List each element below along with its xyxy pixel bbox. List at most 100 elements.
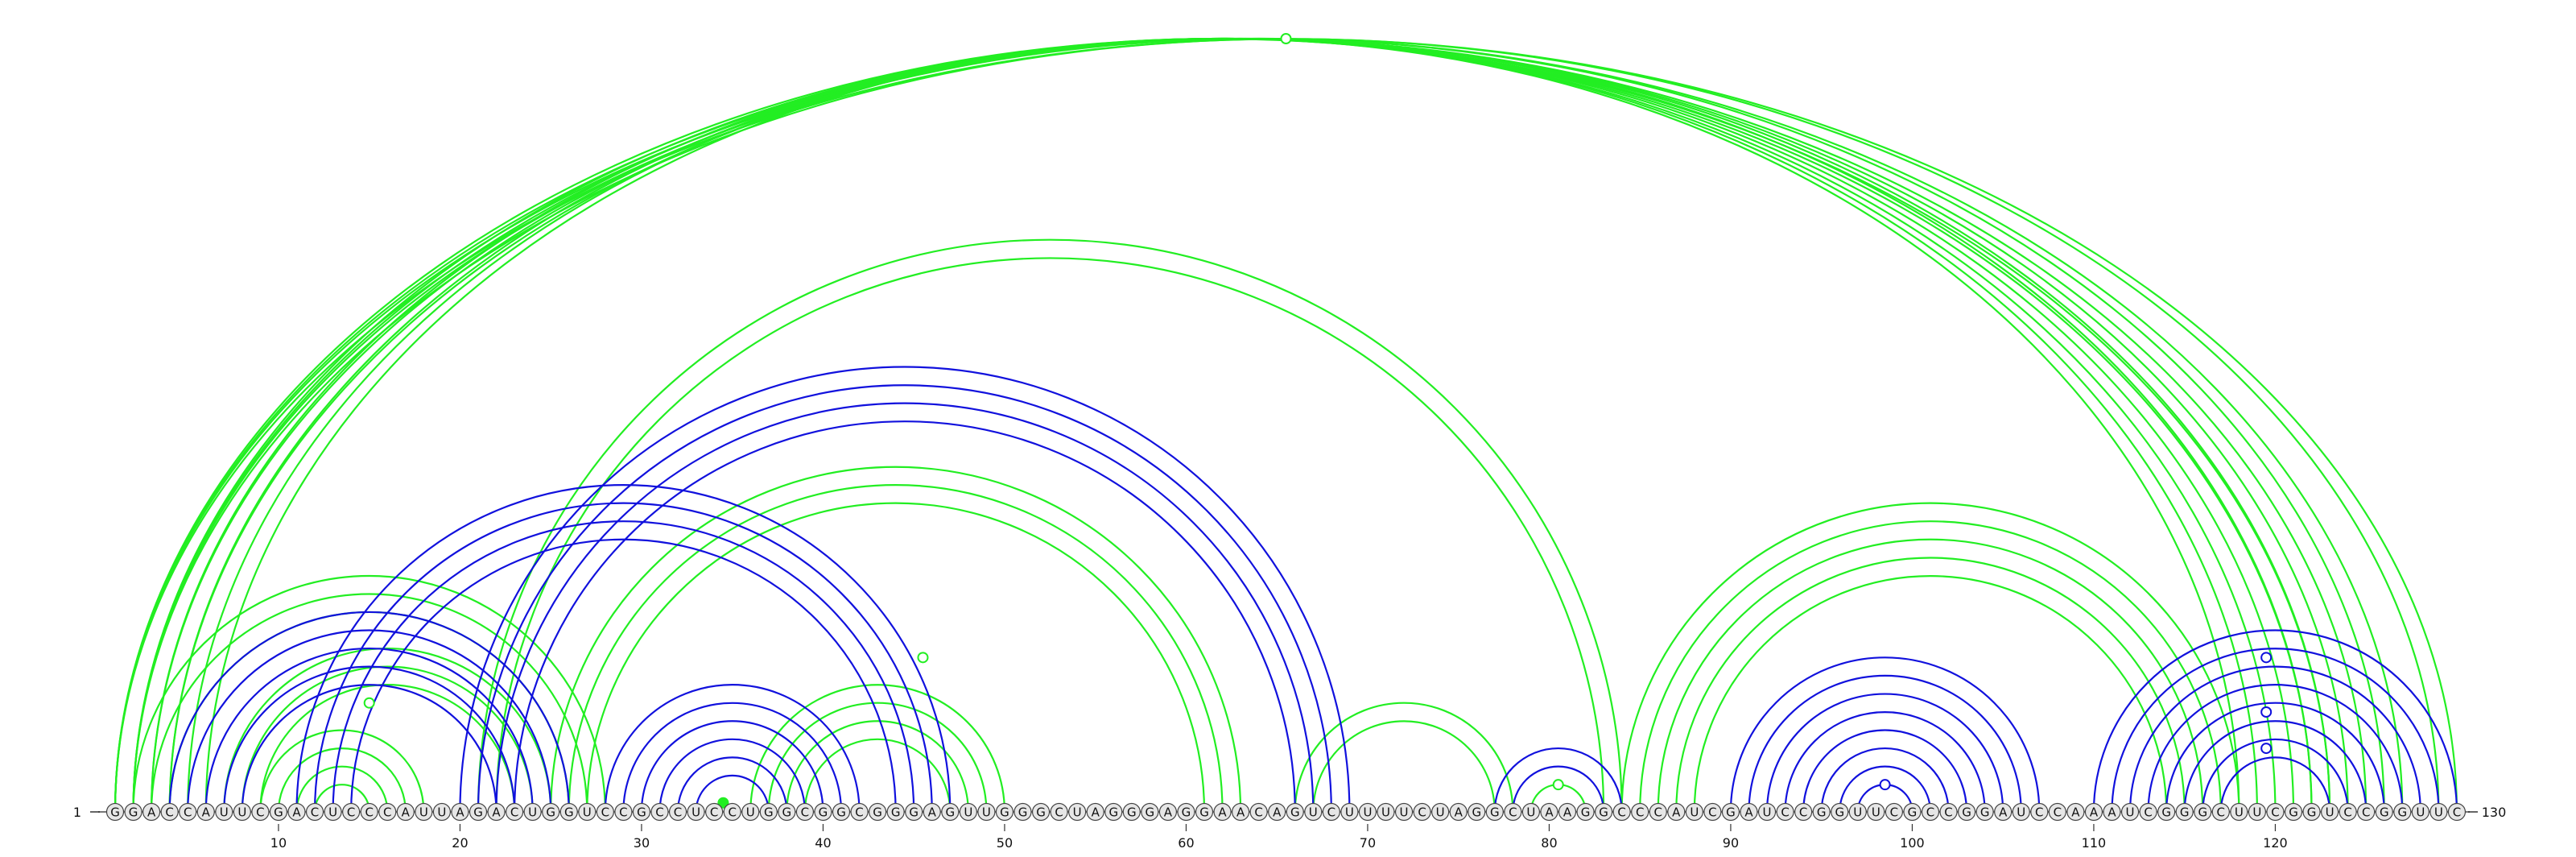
- nucleotide-93: C: [1776, 802, 1794, 822]
- nucleotide-circle: [1885, 802, 1903, 822]
- nucleotide-letter: C: [2035, 805, 2043, 820]
- nucleotide-circle: [451, 802, 469, 822]
- green-arc-88-114: [1693, 574, 2168, 813]
- blue-arc-6-24: [204, 647, 534, 813]
- nucleotide-letter: G: [1817, 805, 1827, 820]
- nucleotide-circle: [432, 802, 452, 822]
- blue-arc-111-129: [2111, 647, 2440, 813]
- nucleotide-circle: [1431, 802, 1450, 822]
- nucleotide-72: U: [1394, 802, 1414, 822]
- nucleotide-letter: G: [1036, 805, 1046, 820]
- nucleotide-circle: [2284, 802, 2303, 822]
- nucleotide-circle: [105, 802, 125, 822]
- green-arc-1-130: [114, 37, 2458, 813]
- nucleotide-circle: [1540, 802, 1558, 822]
- nucleotide-letter: G: [909, 805, 919, 820]
- nucleotide-105: A: [1994, 802, 2013, 822]
- nucleotide-letter: A: [1672, 805, 1681, 820]
- tick-label-60: 60: [1178, 835, 1194, 851]
- nucleotide-circle: [2012, 802, 2030, 822]
- nucleotide-38: G: [778, 802, 796, 822]
- green-arc-38-48: [786, 720, 969, 813]
- nucleotide-letter: C: [674, 805, 682, 820]
- nucleotide-97: U: [1848, 802, 1867, 822]
- green-arc-25-63: [550, 466, 1242, 813]
- green-arc-87-115: [1675, 557, 2186, 813]
- nucleotide-68: C: [1322, 802, 1340, 822]
- nucleotide-letter: G: [2380, 805, 2389, 820]
- nucleotide-letter: G: [1127, 805, 1137, 820]
- nucleotide-32: C: [668, 802, 687, 822]
- nucleotide-119: U: [2248, 802, 2266, 822]
- pair-marker-5: [1879, 779, 1891, 791]
- nucleotide-letter: G: [1490, 805, 1500, 820]
- green-arc-27-61: [586, 502, 1206, 813]
- nucleotide-circle: [1521, 802, 1541, 822]
- nucleotide-circle: [360, 802, 378, 822]
- nucleotide-41: G: [832, 802, 851, 822]
- nucleotide-letter: G: [564, 805, 574, 820]
- green-arc-36-50: [749, 684, 1006, 813]
- nucleotide-circle: [868, 802, 887, 822]
- green-arc-2-122: [132, 37, 2313, 813]
- nucleotide-circle: [305, 802, 324, 822]
- blue-arc-14-44: [350, 538, 897, 813]
- nucleotide-94: C: [1794, 802, 1813, 822]
- nucleotide-letter: C: [510, 805, 518, 820]
- pair-marker-4: [1552, 779, 1564, 791]
- green-arc-9-18: [259, 729, 425, 813]
- nucleotide-letter: U: [328, 805, 337, 820]
- blue-arc-20-69: [459, 366, 1351, 813]
- nucleotide-circle: [1485, 802, 1504, 822]
- nucleotide-letter: C: [2362, 805, 2370, 820]
- nucleotide-circle: [269, 802, 288, 822]
- nucleotide-56: G: [1104, 802, 1123, 822]
- nucleotide-letter: C: [1654, 805, 1662, 820]
- nucleotide-circle: [1975, 802, 1994, 822]
- nucleotide-63: A: [1231, 802, 1250, 822]
- nucleotide-95: G: [1812, 802, 1831, 822]
- nucleotide-1: G: [105, 802, 125, 822]
- nucleotide-60: G: [1177, 802, 1195, 822]
- nucleotide-circle: [2157, 802, 2176, 822]
- nucleotide-letter: A: [1545, 805, 1554, 820]
- nucleotide-77: G: [1485, 802, 1504, 822]
- nucleotide-letter: U: [964, 805, 972, 820]
- nucleotide-letter: G: [274, 805, 283, 820]
- nucleotide-letter: C: [2144, 805, 2152, 820]
- blue-arc-13-45: [332, 520, 915, 813]
- nucleotide-34: C: [705, 802, 724, 822]
- nucleotide-letter: C: [2271, 805, 2279, 820]
- nucleotide-letter: C: [728, 805, 736, 820]
- nucleotide-circle: [2139, 802, 2157, 822]
- nucleotide-letter: A: [202, 805, 211, 820]
- nucleotide-27: U: [578, 802, 597, 822]
- nucleotide-circle: [2066, 802, 2085, 822]
- nucleotide-circle: [1068, 802, 1087, 822]
- nucleotide-circle: [251, 802, 270, 822]
- blue-arc-23-66: [514, 420, 1296, 813]
- nucleotide-circle: [614, 802, 633, 822]
- nucleotide-circle: [1304, 802, 1323, 822]
- nucleotide-circle: [1612, 802, 1631, 822]
- tick-label-100: 100: [1900, 835, 1925, 851]
- nucleotide-letter: C: [184, 805, 192, 820]
- nucleotide-circle: [1394, 802, 1414, 822]
- tick-label-20: 20: [452, 835, 468, 851]
- nucleotide-90: G: [1721, 802, 1740, 822]
- green-arc-67-77: [1312, 720, 1496, 813]
- nucleotide-letter: C: [365, 805, 373, 820]
- nucleotide-circle: [995, 802, 1014, 822]
- nucleotide-letter: C: [1781, 805, 1789, 820]
- nucleotide-112: U: [2120, 802, 2140, 822]
- nucleotide-letter: G: [1835, 805, 1844, 820]
- nucleotide-127: G: [2393, 802, 2412, 822]
- green-arc-3-27: [151, 593, 588, 813]
- nucleotide-circle: [1848, 802, 1867, 822]
- nucleotide-circle: [233, 802, 251, 822]
- nucleotide-letter: C: [655, 805, 663, 820]
- nucleotide-50: G: [995, 802, 1014, 822]
- nucleotide-108: C: [2048, 802, 2066, 822]
- tick-label-30: 30: [634, 835, 650, 851]
- nucleotide-letter: U: [2235, 805, 2244, 820]
